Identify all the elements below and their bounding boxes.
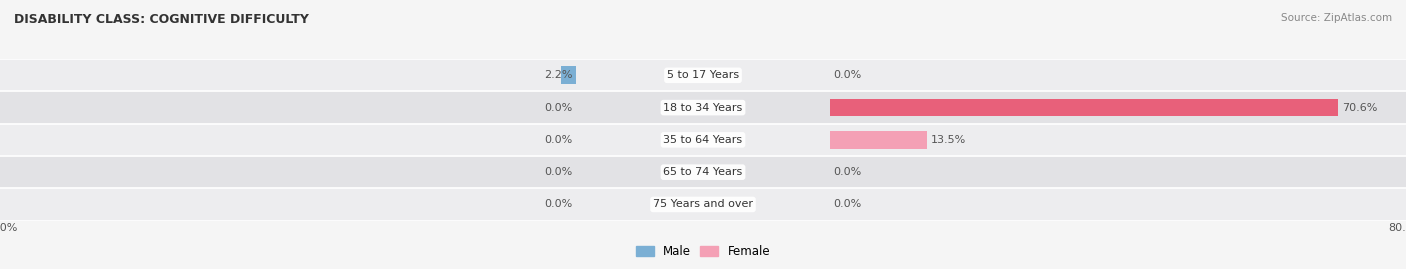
Bar <box>0 188 576 221</box>
Bar <box>830 188 1406 221</box>
Text: 18 to 34 Years: 18 to 34 Years <box>664 102 742 113</box>
Bar <box>830 99 1339 116</box>
Legend: Male, Female: Male, Female <box>631 241 775 263</box>
Bar <box>830 124 1406 156</box>
Bar <box>0 91 576 124</box>
Bar <box>561 66 576 84</box>
Text: Source: ZipAtlas.com: Source: ZipAtlas.com <box>1281 13 1392 23</box>
Bar <box>0 156 576 188</box>
Text: 0.0%: 0.0% <box>834 167 862 177</box>
Text: 5 to 17 Years: 5 to 17 Years <box>666 70 740 80</box>
Text: DISABILITY CLASS: COGNITIVE DIFFICULTY: DISABILITY CLASS: COGNITIVE DIFFICULTY <box>14 13 309 26</box>
Bar <box>830 91 1406 124</box>
Bar <box>0 124 576 156</box>
Text: 0.0%: 0.0% <box>544 199 572 210</box>
Bar <box>830 156 1406 188</box>
Text: 65 to 74 Years: 65 to 74 Years <box>664 167 742 177</box>
Bar <box>576 188 830 221</box>
Text: 0.0%: 0.0% <box>834 199 862 210</box>
Text: 0.0%: 0.0% <box>544 167 572 177</box>
Bar <box>576 156 830 188</box>
Text: 0.0%: 0.0% <box>544 102 572 113</box>
Text: 70.6%: 70.6% <box>1341 102 1378 113</box>
Text: 0.0%: 0.0% <box>834 70 862 80</box>
Text: 0.0%: 0.0% <box>544 135 572 145</box>
Bar <box>576 59 830 91</box>
Text: 35 to 64 Years: 35 to 64 Years <box>664 135 742 145</box>
Bar <box>830 59 1406 91</box>
Bar <box>0 59 576 91</box>
Bar <box>576 124 830 156</box>
Text: 75 Years and over: 75 Years and over <box>652 199 754 210</box>
Text: 13.5%: 13.5% <box>931 135 966 145</box>
Text: 2.2%: 2.2% <box>544 70 572 80</box>
Bar <box>830 131 927 149</box>
Bar <box>576 91 830 124</box>
